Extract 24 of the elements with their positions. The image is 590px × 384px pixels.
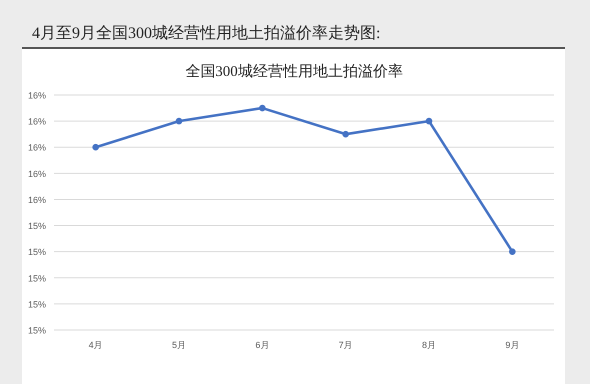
point: [92, 144, 99, 151]
y-tick-label: 15%: [28, 247, 46, 258]
x-tick-label: 7月: [338, 340, 353, 350]
x-tick-label: 9月: [505, 340, 520, 350]
y-tick-label: 15%: [28, 221, 46, 232]
point: [259, 104, 266, 112]
y-tick-label: 16%: [28, 116, 46, 127]
y-tick-label: 15%: [28, 273, 46, 284]
x-tick-label: 8月: [422, 340, 436, 350]
y-tick-label: 16%: [28, 90, 46, 100]
point: [509, 248, 516, 255]
point: [342, 130, 349, 138]
y-tick-label: 15%: [28, 299, 46, 310]
x-tick-label: 4月: [88, 340, 103, 350]
x-tick-label: 5月: [172, 340, 186, 350]
y-tick-label: 16%: [28, 168, 46, 179]
point: [176, 118, 182, 124]
y-tick-label: 16%: [28, 142, 46, 153]
chart-title: 全国300城经营性用地土拍溢价率: [185, 63, 403, 80]
x-tick-label: 6月: [255, 340, 270, 350]
point: [426, 118, 432, 124]
text: 4月至9月全国300城经营性用地土拍溢价率走势图:: [32, 24, 380, 42]
y-tick-label: 15%: [28, 326, 46, 336]
y-tick-label: 16%: [28, 194, 46, 205]
